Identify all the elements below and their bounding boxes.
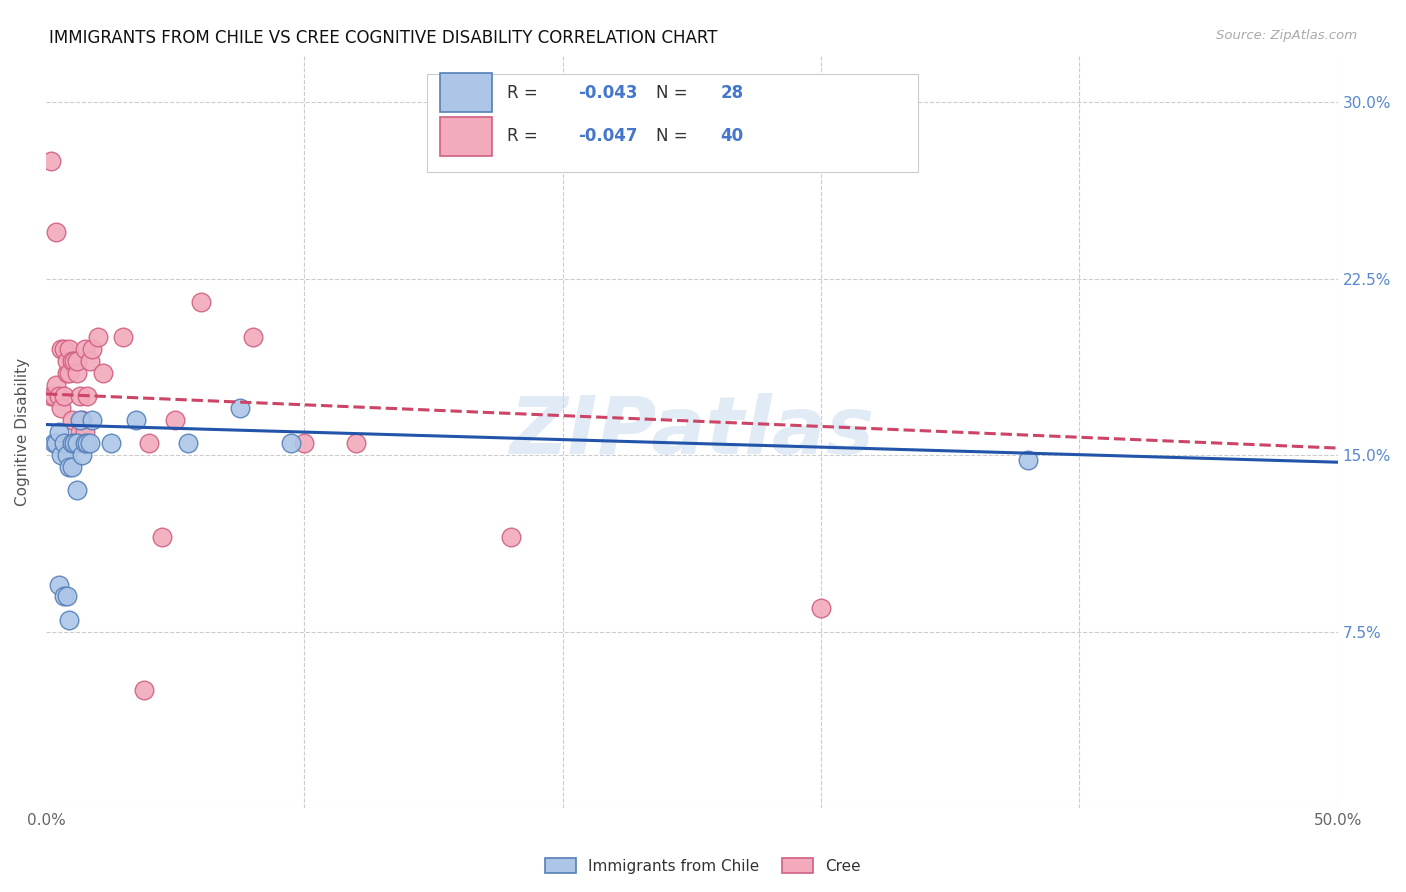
Point xyxy=(76,389,98,403)
Point xyxy=(66,436,89,450)
Text: R =: R = xyxy=(508,128,543,145)
Point xyxy=(70,413,93,427)
Point xyxy=(48,425,70,439)
Point xyxy=(82,343,104,357)
Text: 40: 40 xyxy=(720,128,744,145)
Point xyxy=(73,436,96,450)
Point xyxy=(55,366,77,380)
Point xyxy=(45,225,67,239)
Point xyxy=(55,448,77,462)
Point xyxy=(70,448,93,462)
Point xyxy=(150,531,173,545)
Point xyxy=(42,436,65,450)
Point xyxy=(344,436,367,450)
Point xyxy=(63,436,86,450)
Point xyxy=(177,436,200,450)
Point xyxy=(60,413,83,427)
FancyBboxPatch shape xyxy=(440,73,492,112)
Point xyxy=(42,389,65,403)
Point xyxy=(48,577,70,591)
Point xyxy=(79,436,101,450)
Text: -0.043: -0.043 xyxy=(578,84,638,102)
Point xyxy=(228,401,250,415)
Text: 28: 28 xyxy=(720,84,744,102)
Text: Source: ZipAtlas.com: Source: ZipAtlas.com xyxy=(1216,29,1357,42)
Point xyxy=(60,354,83,368)
Point xyxy=(100,436,122,450)
Point xyxy=(51,401,73,415)
Point xyxy=(73,343,96,357)
Point xyxy=(69,413,91,427)
Point xyxy=(60,459,83,474)
Point xyxy=(242,330,264,344)
Text: ZIPatlas: ZIPatlas xyxy=(509,392,875,471)
Point xyxy=(82,413,104,427)
Point xyxy=(55,354,77,368)
Point xyxy=(69,389,91,403)
Point xyxy=(53,343,76,357)
Point xyxy=(79,354,101,368)
Point xyxy=(45,436,67,450)
Point xyxy=(51,448,73,462)
Text: IMMIGRANTS FROM CHILE VS CREE COGNITIVE DISABILITY CORRELATION CHART: IMMIGRANTS FROM CHILE VS CREE COGNITIVE … xyxy=(49,29,717,46)
Point xyxy=(53,590,76,604)
Point xyxy=(69,425,91,439)
Point xyxy=(292,436,315,450)
Point xyxy=(66,483,89,498)
Point xyxy=(499,531,522,545)
Point xyxy=(86,330,108,344)
Point xyxy=(138,436,160,450)
Point xyxy=(39,389,62,403)
Point xyxy=(73,425,96,439)
Point xyxy=(58,343,80,357)
FancyBboxPatch shape xyxy=(427,74,918,172)
Point xyxy=(45,377,67,392)
Point xyxy=(48,389,70,403)
Point xyxy=(58,613,80,627)
Legend: Immigrants from Chile, Cree: Immigrants from Chile, Cree xyxy=(540,852,866,880)
Point xyxy=(39,154,62,169)
Point xyxy=(134,683,156,698)
Text: N =: N = xyxy=(655,128,693,145)
Point xyxy=(165,413,187,427)
Point xyxy=(66,366,89,380)
Point xyxy=(53,389,76,403)
Point xyxy=(58,459,80,474)
Y-axis label: Cognitive Disability: Cognitive Disability xyxy=(15,358,30,506)
Point xyxy=(280,436,302,450)
Text: R =: R = xyxy=(508,84,543,102)
Point xyxy=(810,601,832,615)
Point xyxy=(51,343,73,357)
Text: N =: N = xyxy=(655,84,693,102)
FancyBboxPatch shape xyxy=(440,117,492,156)
Point xyxy=(190,295,212,310)
Text: -0.047: -0.047 xyxy=(578,128,638,145)
Point xyxy=(76,436,98,450)
Point xyxy=(1017,453,1039,467)
Point xyxy=(66,354,89,368)
Point xyxy=(58,366,80,380)
Point xyxy=(55,590,77,604)
Point xyxy=(91,366,114,380)
Point xyxy=(53,436,76,450)
Point xyxy=(112,330,135,344)
Point xyxy=(63,354,86,368)
Point xyxy=(125,413,148,427)
Point xyxy=(60,436,83,450)
